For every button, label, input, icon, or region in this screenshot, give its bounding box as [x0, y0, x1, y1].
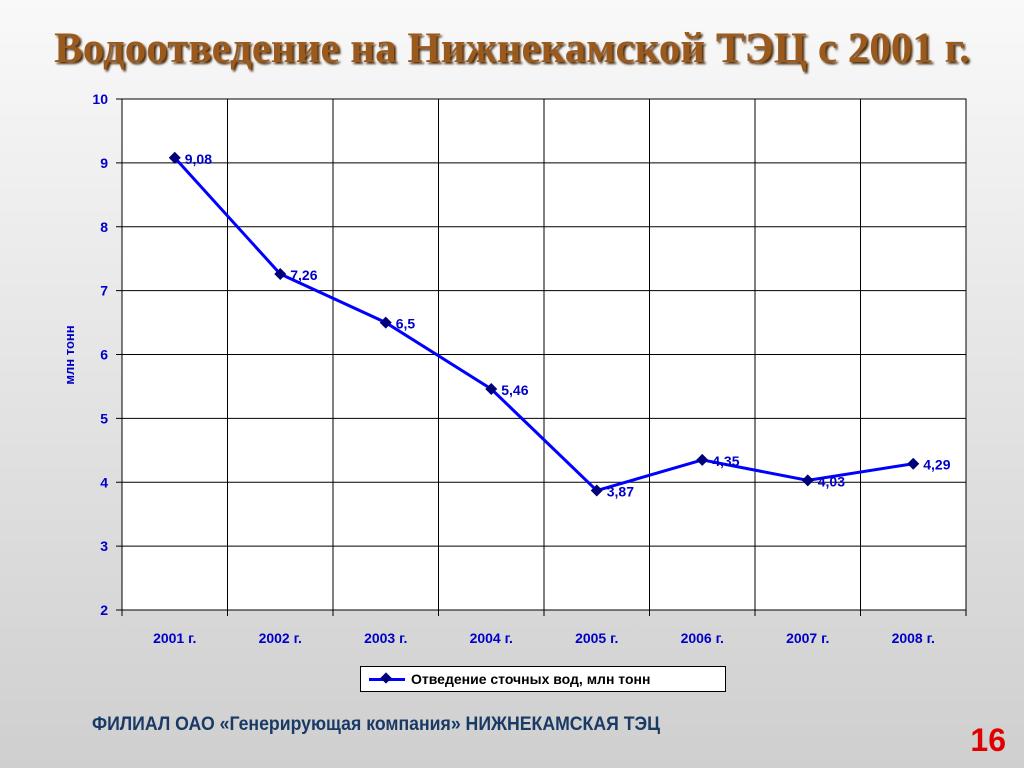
x-tick-label: 2002 г. [259, 630, 302, 646]
data-point-marker [485, 382, 498, 395]
data-label: 4,03 [818, 473, 845, 489]
x-tick-label: 2001 г. [153, 630, 196, 646]
y-tick-label: 6 [100, 347, 108, 363]
y-tick-label: 8 [100, 219, 108, 235]
y-axis-ticks: 2 3 4 5 6 7 8 9 10 [92, 91, 108, 618]
data-point-marker [274, 268, 287, 281]
x-axis-ticks: 2001 г. 2002 г. 2003 г. 2004 г. 2005 г. 2006 … [153, 630, 935, 646]
y-tick-label: 9 [100, 155, 108, 171]
data-point-marker [801, 474, 814, 487]
page-number: 16 [970, 722, 1006, 758]
data-label: 6,5 [396, 316, 416, 332]
data-point-marker [590, 484, 603, 497]
x-tick-label: 2007 г. [786, 630, 829, 646]
data-label: 3,87 [607, 484, 634, 500]
x-tick-label: 2003 г. [364, 630, 407, 646]
y-axis-label: млн тонн [62, 325, 77, 384]
data-point-marker [379, 316, 392, 329]
data-label: 4,29 [923, 457, 950, 473]
x-tick-label: 2004 г. [470, 630, 513, 646]
x-tick-label: 2008 г. [892, 630, 935, 646]
chart-grid [116, 98, 967, 616]
legend-marker [369, 666, 405, 692]
y-tick-label: 5 [100, 410, 108, 426]
y-tick-label: 2 [100, 602, 108, 618]
y-tick-label: 3 [100, 538, 108, 554]
y-tick-label: 4 [100, 474, 108, 490]
data-point-marker [907, 457, 920, 470]
data-label: 9,08 [185, 151, 212, 167]
y-tick-label: 7 [100, 283, 108, 299]
series-line [173, 156, 914, 493]
data-label: 4,35 [712, 453, 739, 469]
y-tick-label: 10 [92, 91, 108, 107]
data-labels: 9,08 7,26 6,5 5,46 3,87 4,35 4,03 4,29 [185, 151, 951, 500]
x-tick-label: 2006 г. [681, 630, 724, 646]
footer-company: ФИЛИАЛ ОАО «Генерирующая компания» НИЖНЕ… [92, 714, 660, 735]
data-label: 5,46 [501, 382, 528, 398]
data-label: 7,26 [290, 267, 317, 283]
data-point-marker [696, 453, 709, 466]
x-tick-label: 2005 г. [575, 630, 618, 646]
series-markers [168, 151, 920, 497]
chart-legend: Отведение сточных вод, млн тонн [360, 666, 726, 692]
legend-label: Отведение сточных вод, млн тонн [411, 671, 651, 687]
slide-title: Водоотведение на Нижнекамской ТЭЦ с 2001… [54, 25, 970, 72]
data-point-marker [168, 151, 181, 164]
